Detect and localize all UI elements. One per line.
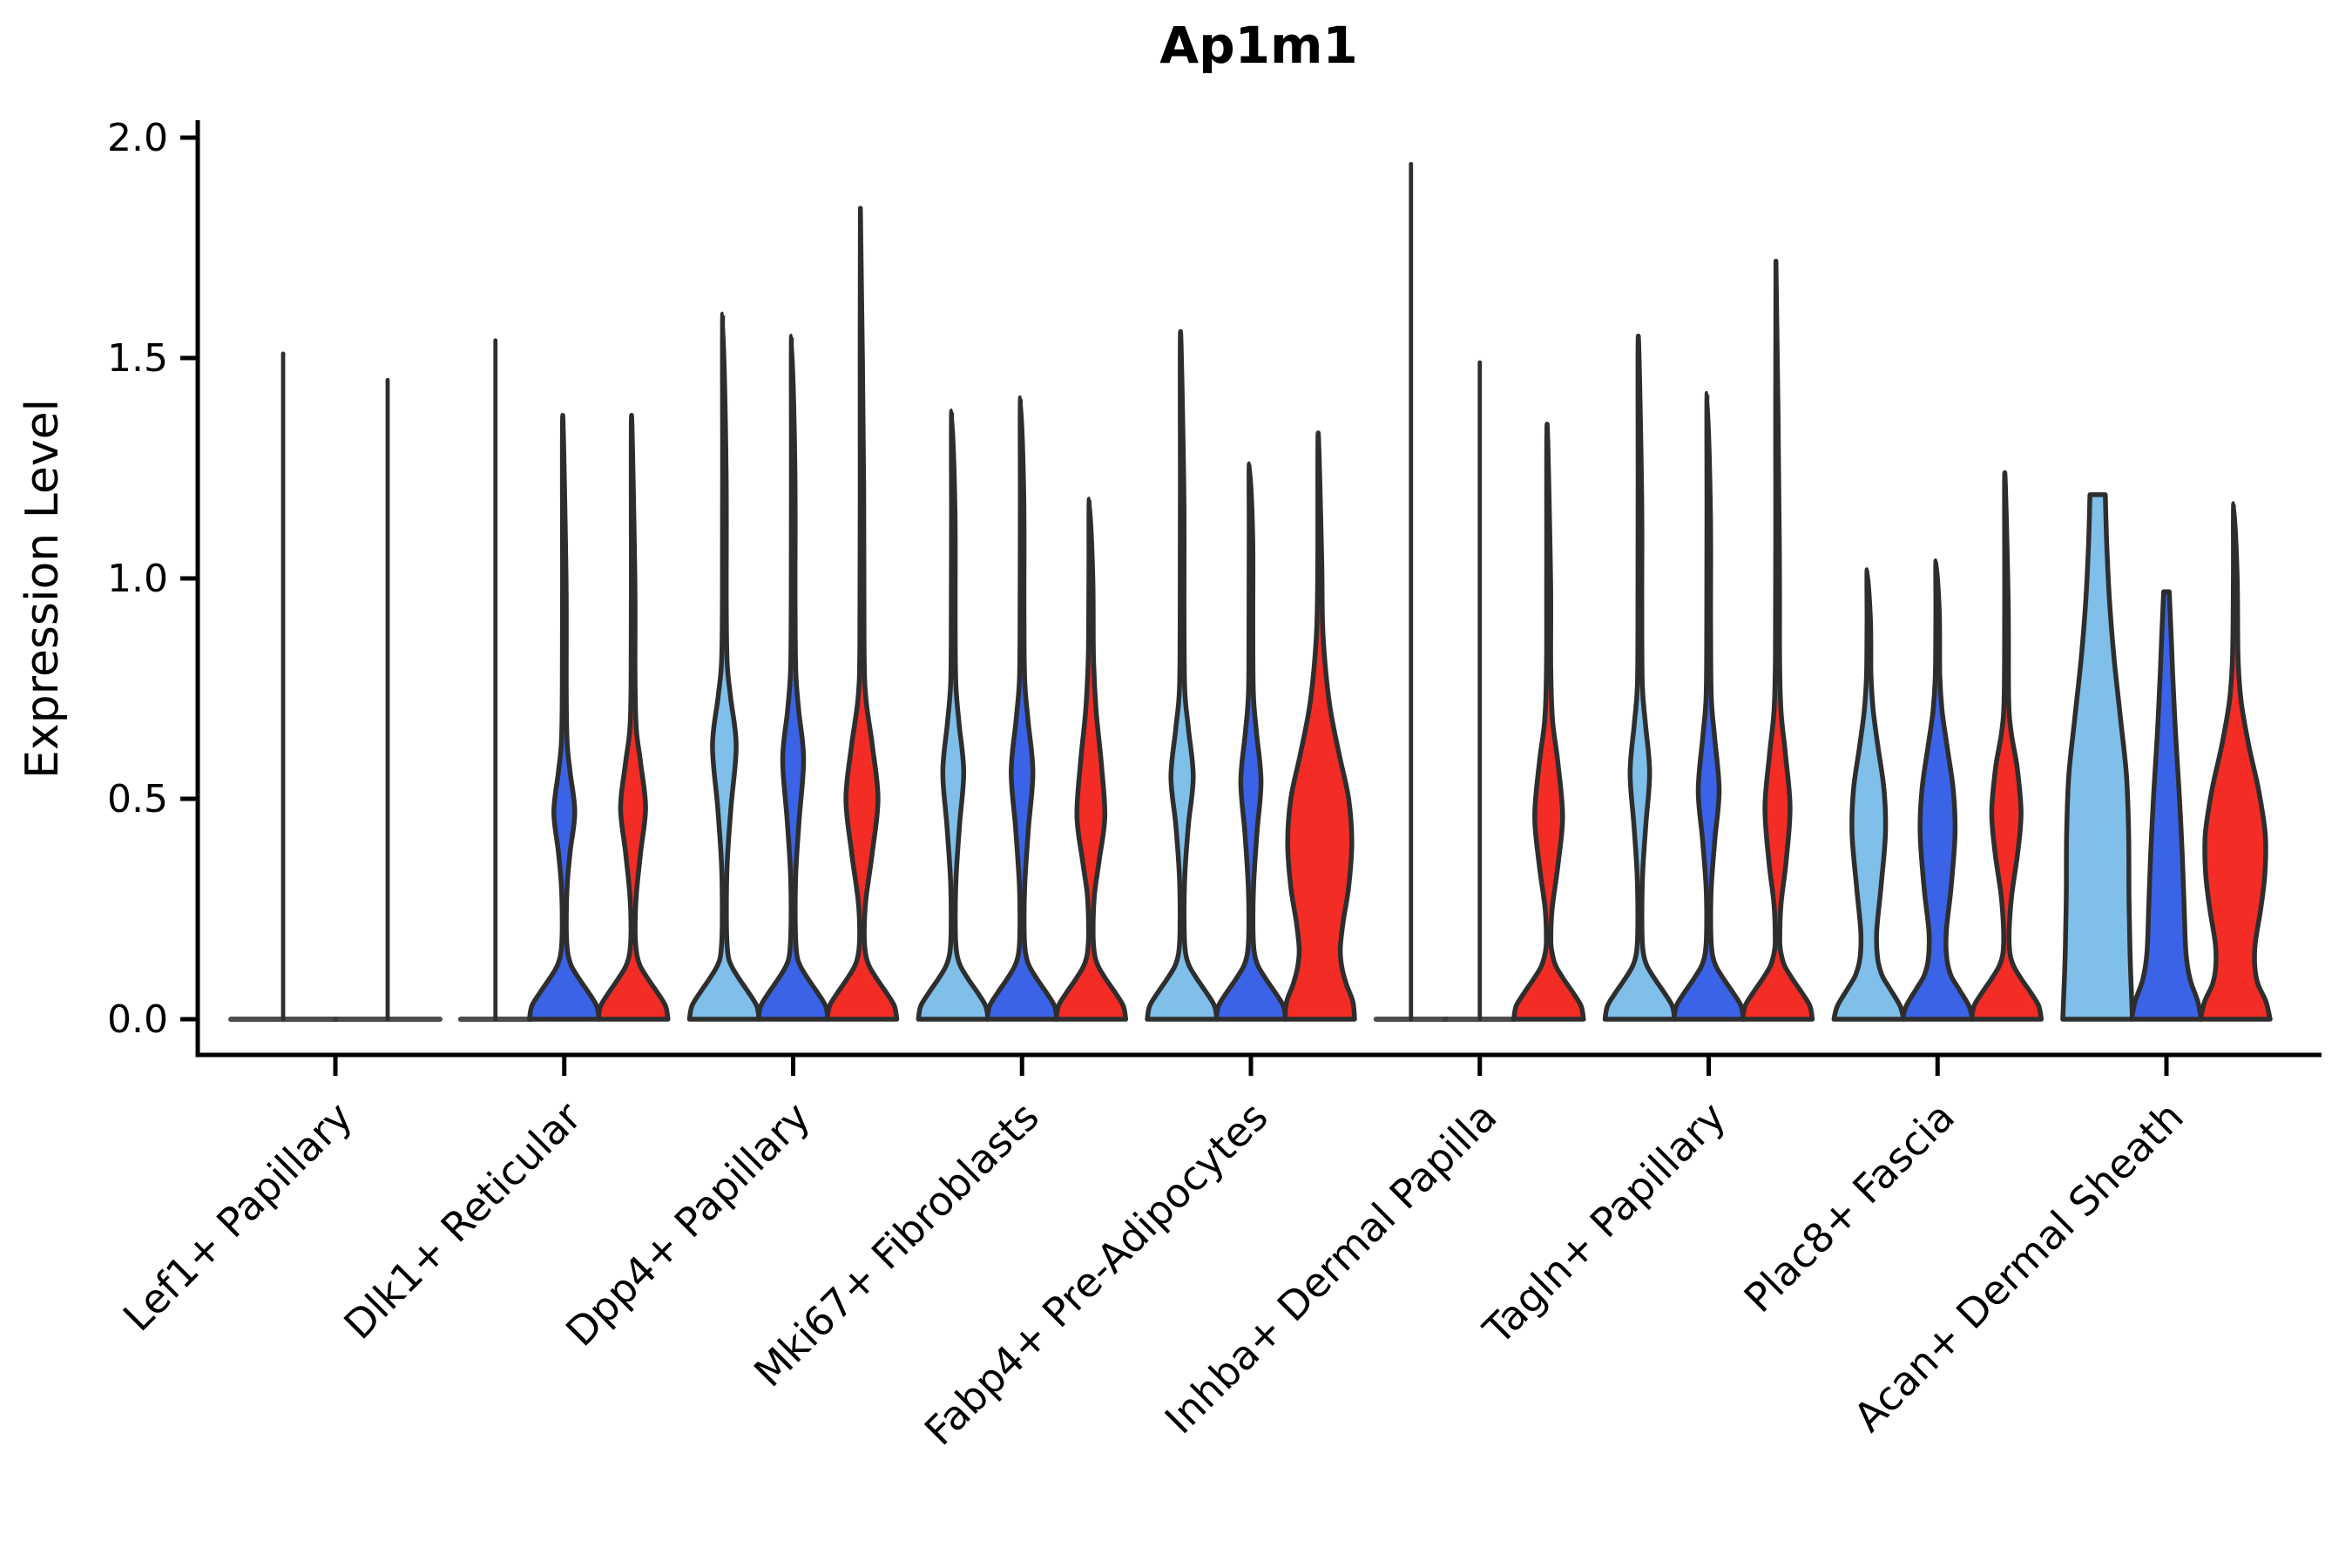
x-category-label: Dlk1+ Reticular — [335, 1093, 590, 1348]
violin-red — [2198, 501, 2273, 1022]
violin-blue — [527, 413, 602, 1022]
violin-blue — [1213, 461, 1288, 1022]
violin-group-8 — [1831, 470, 2044, 1022]
violin-red — [1282, 430, 1357, 1022]
violin-light_blue — [2060, 492, 2135, 1022]
y-tick-label: 0.0 — [107, 997, 168, 1042]
violin-group-7 — [1602, 258, 1815, 1022]
violin-group-6 — [1373, 161, 1586, 1022]
violin-blue — [984, 395, 1060, 1022]
axes-layer — [180, 120, 2322, 1076]
y-tick-label: 1.0 — [107, 557, 168, 601]
violin-red — [1969, 470, 2044, 1022]
violins-layer — [228, 161, 2273, 1022]
violin-red — [1511, 422, 1586, 1022]
violin-red — [824, 206, 900, 1022]
violin-light_blue — [1145, 328, 1220, 1022]
violin-light_blue — [1602, 333, 1678, 1022]
violin-light_blue — [916, 408, 991, 1022]
y-tick-label: 2.0 — [107, 116, 168, 160]
chart-title: Ap1m1 — [1159, 16, 1358, 75]
violin-group-3 — [686, 206, 900, 1022]
violin-group-1 — [228, 351, 443, 1022]
violin-light_blue — [686, 311, 762, 1022]
x-category-label: Plac8+ Fascia — [1735, 1093, 1963, 1321]
violin-group-9 — [2060, 492, 2273, 1022]
violin-light_blue — [1831, 567, 1907, 1022]
y-tick-label: 1.5 — [107, 336, 168, 381]
y-axis-label: Expression Level — [17, 399, 69, 779]
violin-blue — [755, 333, 831, 1022]
x-category-label: Dpp4+ Papillary — [557, 1093, 819, 1355]
violin-group-2 — [457, 338, 671, 1022]
violin-blue — [1900, 558, 1976, 1022]
violin-group-4 — [916, 395, 1129, 1022]
violin-red — [1740, 258, 1815, 1022]
y-tick-label: 0.5 — [107, 777, 168, 821]
violin-red — [1053, 497, 1129, 1022]
violin-blue — [2129, 589, 2204, 1022]
x-category-label: Tagln+ Papillary — [1474, 1093, 1735, 1355]
violin-blue — [1671, 390, 1747, 1022]
x-category-label: Lef1+ Papillary — [114, 1093, 362, 1341]
violin-red — [596, 413, 671, 1022]
violin-group-5 — [1145, 328, 1357, 1022]
